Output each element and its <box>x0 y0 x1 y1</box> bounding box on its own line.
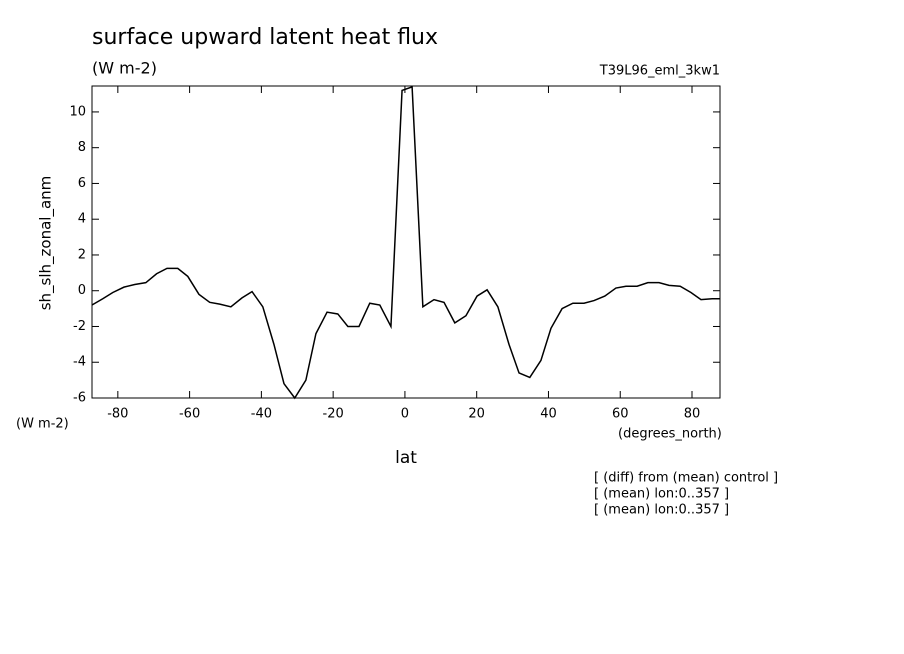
y-tick-label: 2 <box>78 247 86 262</box>
x-tick-label: 80 <box>684 407 701 422</box>
y-units: (W m-2) <box>16 417 69 432</box>
x-tick-label: -20 <box>323 407 344 422</box>
x-tick-label: 40 <box>540 407 557 422</box>
x-units: (degrees_north) <box>618 427 722 442</box>
y-tick-label: -2 <box>73 319 86 334</box>
plot-frame <box>91 85 721 399</box>
y-tick-label: 6 <box>78 176 86 191</box>
y-tick-label: 0 <box>78 283 86 298</box>
x-tick-label: -60 <box>179 407 200 422</box>
note: [ (mean) lon:0..357 ] <box>594 487 729 502</box>
y-tick-label: 8 <box>78 140 86 155</box>
dataset-label: T39L96_eml_3kw1 <box>599 64 720 79</box>
y-axis-label: sh_slh_zonal_anm <box>37 176 56 311</box>
x-tick-label: 20 <box>468 407 485 422</box>
x-tick-label: 60 <box>612 407 629 422</box>
data-line <box>91 85 720 400</box>
x-axis-label: lat <box>395 448 417 468</box>
y-tick-label: 10 <box>69 104 86 119</box>
note: [ (diff) from (mean) control ] <box>594 471 778 486</box>
y-tick-label: -4 <box>73 355 86 370</box>
units: (W m-2) <box>92 59 157 78</box>
x-tick-label: -40 <box>251 407 272 422</box>
x-tick-label: -80 <box>107 407 128 422</box>
chart-title: surface upward latent heat flux <box>92 25 438 50</box>
y-tick-label: 4 <box>78 212 86 227</box>
y-tick-label: -6 <box>73 391 86 406</box>
note: [ (mean) lon:0..357 ] <box>594 503 729 518</box>
x-tick-label: 0 <box>401 407 409 422</box>
